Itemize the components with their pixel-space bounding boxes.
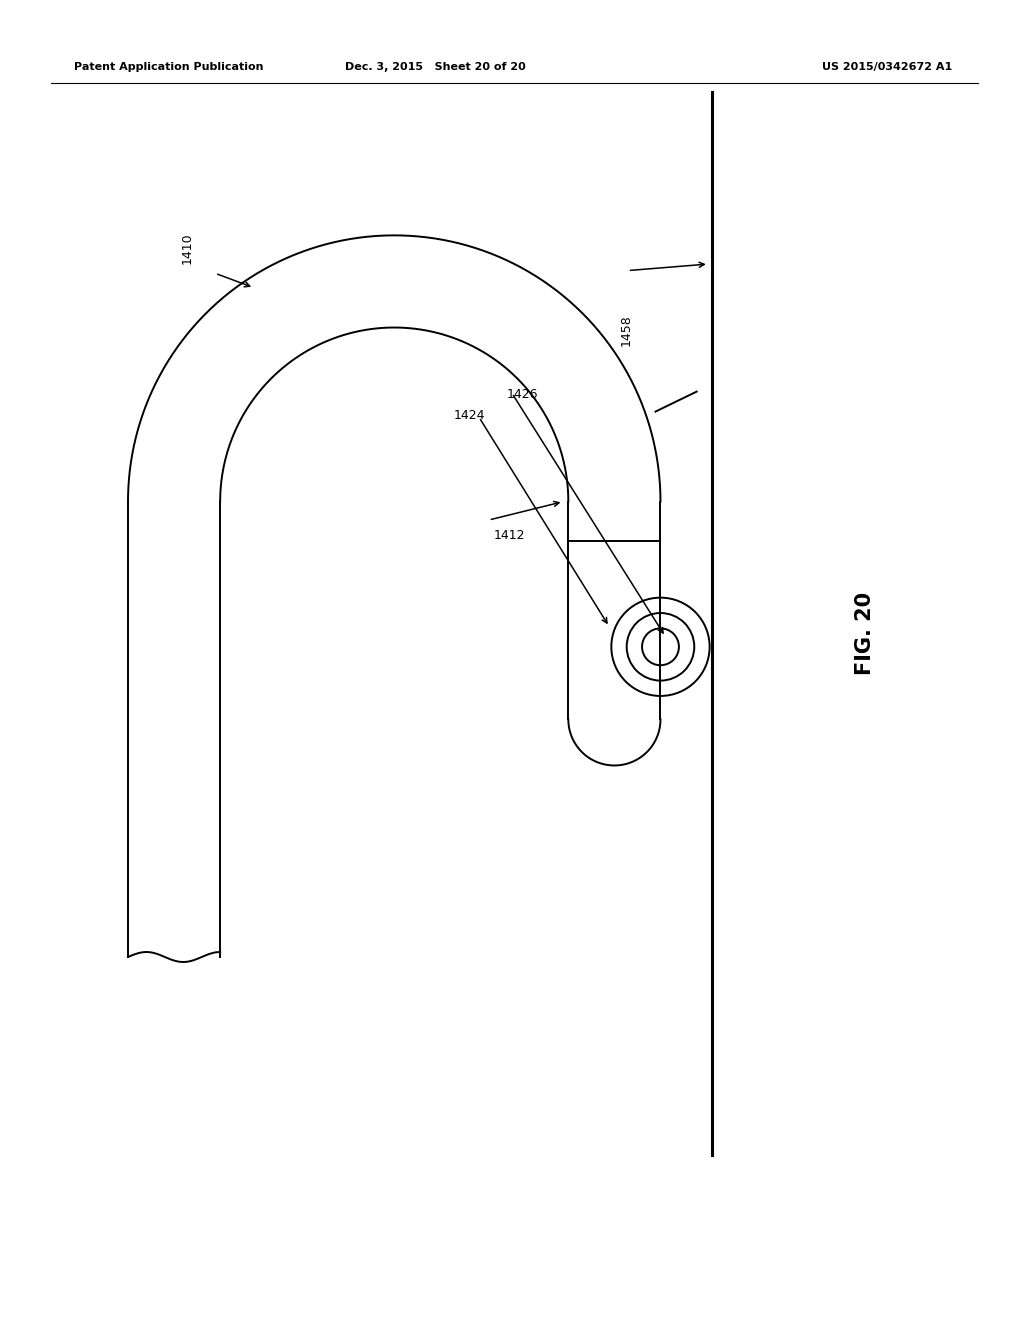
Text: 1458: 1458: [620, 314, 633, 346]
Text: 1410: 1410: [181, 232, 194, 264]
Text: Patent Application Publication: Patent Application Publication: [74, 62, 263, 73]
Text: 1426: 1426: [507, 388, 539, 401]
Text: FIG. 20: FIG. 20: [855, 593, 876, 675]
Text: 1412: 1412: [494, 529, 525, 543]
Text: 1424: 1424: [454, 409, 484, 422]
Text: Dec. 3, 2015   Sheet 20 of 20: Dec. 3, 2015 Sheet 20 of 20: [345, 62, 525, 73]
Text: US 2015/0342672 A1: US 2015/0342672 A1: [822, 62, 952, 73]
